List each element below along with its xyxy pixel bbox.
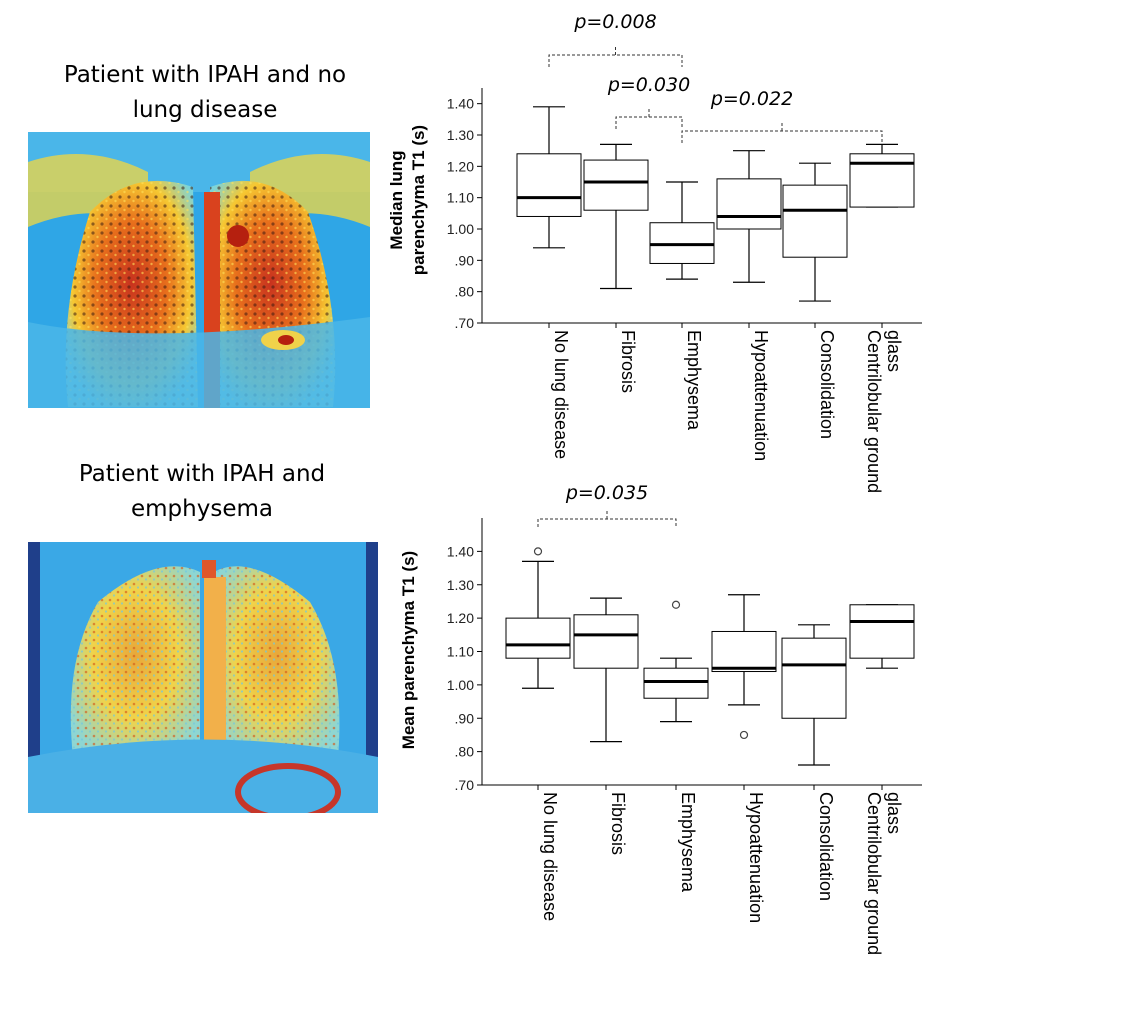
- box-3: [711, 594, 777, 740]
- panel1-caption: Patient with IPAH and no lung disease: [20, 58, 390, 128]
- y-axis-label: Mean parenchyma T1 (s): [399, 551, 418, 749]
- significance-bracket: [615, 116, 683, 129]
- x-category-label: Consolidation: [816, 792, 836, 901]
- significance-bracket: [548, 54, 683, 67]
- outlier-point: [739, 730, 749, 740]
- y-tick-label: .70: [455, 315, 475, 331]
- significance-bracket: [681, 130, 883, 143]
- mri-image-no-lung-disease: [28, 132, 370, 408]
- box-iqr: [573, 614, 639, 669]
- panel2-caption-line1: Patient with IPAH and: [78, 461, 326, 487]
- box-iqr: [782, 184, 848, 258]
- box-iqr: [849, 604, 915, 659]
- x-category-label: Hypoattenuation: [746, 792, 766, 923]
- panel2-caption-line2: emphysema: [131, 496, 273, 522]
- y-axis-label: Median lung: [387, 150, 406, 249]
- mri-image-emphysema: [28, 542, 378, 813]
- box-iqr: [649, 222, 715, 264]
- panel1-caption-line1: Patient with IPAH and no: [63, 62, 347, 88]
- significance-bracket: [537, 518, 677, 527]
- box-1: [573, 597, 639, 743]
- p-value-label: p=0.030: [607, 74, 690, 96]
- box-1: [583, 143, 649, 290]
- box-5: [849, 604, 915, 669]
- x-category-label: Fibrosis: [618, 330, 638, 393]
- x-category-label: No lung disease: [540, 792, 560, 921]
- box-0: [505, 547, 571, 689]
- box-iqr: [716, 178, 782, 230]
- box-5: [849, 143, 915, 208]
- box-4: [781, 624, 847, 766]
- box-4: [782, 162, 848, 302]
- y-tick-label: 1.00: [447, 221, 474, 237]
- y-tick-label: 1.00: [447, 677, 474, 693]
- panel2-caption: Patient with IPAH and emphysema: [17, 457, 387, 527]
- y-tick-label: .90: [455, 252, 475, 268]
- box-iqr: [781, 637, 847, 719]
- x-category-label: Emphysema: [678, 792, 698, 893]
- panel1-caption-line2: lung disease: [132, 97, 278, 123]
- y-tick-label: 1.10: [447, 190, 474, 206]
- box-0: [516, 106, 582, 249]
- y-tick-label: .70: [455, 777, 475, 793]
- outlier-point: [671, 600, 681, 609]
- box-iqr: [583, 159, 649, 211]
- y-tick-label: .90: [455, 710, 475, 726]
- box-iqr: [643, 667, 709, 699]
- box-iqr: [505, 617, 571, 659]
- y-tick-label: 1.20: [447, 610, 474, 626]
- p-value-label: p=0.035: [565, 482, 648, 504]
- y-tick-label: 1.40: [447, 543, 474, 559]
- box-2: [643, 600, 709, 723]
- x-category-label: Consolidation: [817, 330, 837, 439]
- chart-mean-t1: .70 .80 .90 1.00 1.10 1.20 1.30 1.40 Mean parenc…: [399, 482, 922, 955]
- y-tick-label: 1.10: [447, 644, 474, 660]
- outlier-point: [533, 547, 543, 556]
- y-tick-label: 1.20: [447, 158, 474, 174]
- p-value-label: p=0.022: [710, 88, 793, 110]
- box-2: [649, 181, 715, 280]
- box-3: [716, 150, 782, 283]
- chart-median-t1: .70 .80 .90 1.00 1.10 1.20 1.30 1.40 Median lung…: [387, 11, 922, 493]
- x-category-label: Centrilobular ground: [864, 330, 884, 493]
- p-value-label: p=0.008: [573, 11, 656, 33]
- x-category-label: Hypoattenuation: [751, 330, 771, 461]
- box-iqr: [516, 153, 582, 217]
- x-category-label: glass: [884, 792, 904, 834]
- x-category-label: Emphysema: [684, 330, 704, 431]
- y-axis-label: parenchyma T1 (s): [409, 125, 428, 275]
- y-tick-label: .80: [455, 284, 475, 300]
- x-category-label: No lung disease: [551, 330, 571, 459]
- y-tick-label: .80: [455, 744, 475, 760]
- y-tick-label: 1.40: [447, 96, 474, 112]
- y-tick-label: 1.30: [447, 577, 474, 593]
- x-category-label: glass: [884, 330, 904, 372]
- box-iqr: [711, 630, 777, 673]
- x-category-label: Fibrosis: [608, 792, 628, 855]
- x-category-label: Centrilobular ground: [864, 792, 884, 955]
- y-tick-label: 1.30: [447, 127, 474, 143]
